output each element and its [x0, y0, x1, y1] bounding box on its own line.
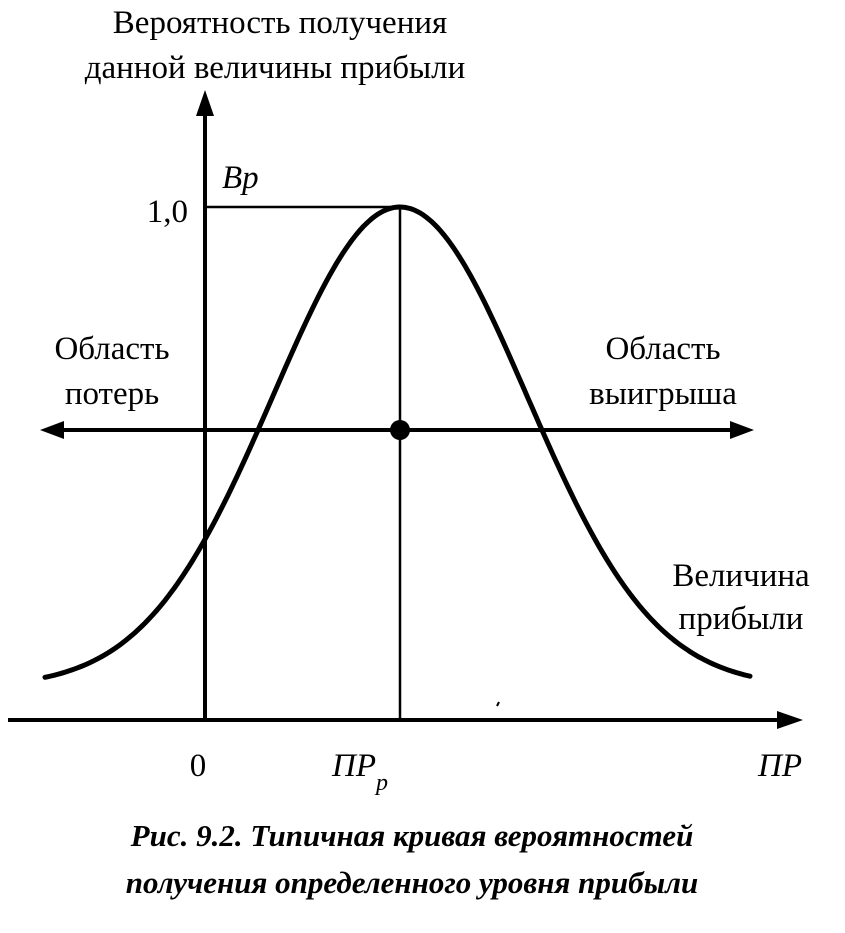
- y-axis-title-line2: данной величины прибыли: [85, 50, 466, 86]
- y-axis-arrow: [196, 90, 214, 116]
- peak-label: Bp: [222, 160, 259, 196]
- y-axis-title-line1: Вероятность получения: [113, 5, 447, 41]
- win-area-line1: Область: [605, 331, 720, 367]
- areas-arrow-right: [730, 421, 754, 439]
- x-axis-end-label: ПР: [757, 748, 802, 784]
- x-tick-pr-subscript: р: [374, 770, 388, 796]
- x-tick-pr-main: ПР: [331, 748, 376, 784]
- caption-line1: Рис. 9.2. Типичная кривая вероятностей: [130, 818, 694, 853]
- loss-area-line2: потерь: [65, 376, 159, 412]
- y-tick-one: 1,0: [147, 194, 188, 230]
- x-tick-zero: 0: [190, 748, 207, 784]
- caption-line2: получения определенного уровня прибыли: [126, 865, 699, 900]
- x-tick-pr-p: ПРр: [331, 748, 388, 796]
- profit-label-line1: Величина: [672, 558, 810, 594]
- win-area-line2: выигрыша: [589, 376, 737, 412]
- loss-area-line1: Область: [54, 331, 169, 367]
- speck-mark: [496, 701, 500, 707]
- x-axis-arrow: [777, 711, 803, 729]
- profit-label-line2: прибыли: [679, 601, 804, 637]
- center-point: [390, 420, 410, 440]
- areas-arrow-left: [40, 421, 64, 439]
- probability-bell-curve: [42, 204, 753, 680]
